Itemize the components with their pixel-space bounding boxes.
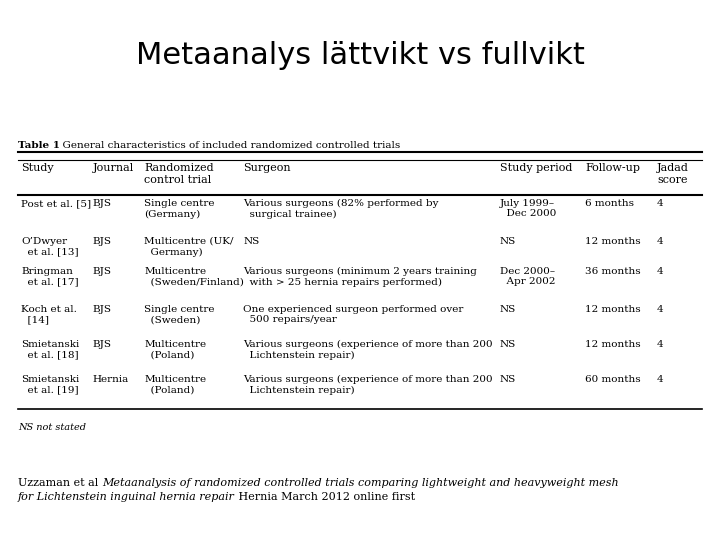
Text: Various surgeons (experience of more than 200
  Lichtenstein repair): Various surgeons (experience of more tha… xyxy=(243,375,493,395)
Text: Randomized
control trial: Randomized control trial xyxy=(144,163,214,185)
Text: NS not stated: NS not stated xyxy=(18,423,86,432)
Text: Various surgeons (82% performed by
  surgical trainee): Various surgeons (82% performed by surgi… xyxy=(243,199,438,219)
Text: NS: NS xyxy=(500,237,516,246)
Text: Dec 2000–
  Apr 2002: Dec 2000– Apr 2002 xyxy=(500,267,555,286)
Text: July 1999–
  Dec 2000: July 1999– Dec 2000 xyxy=(500,199,556,218)
Text: Multicentre
  (Sweden/Finland): Multicentre (Sweden/Finland) xyxy=(144,267,244,286)
Text: NS: NS xyxy=(243,237,259,246)
Text: 12 months: 12 months xyxy=(585,340,641,349)
Text: Multicentre
  (Poland): Multicentre (Poland) xyxy=(144,340,206,360)
Text: Hernia: Hernia xyxy=(93,375,129,384)
Text: BJS: BJS xyxy=(93,237,112,246)
Text: for Lichtenstein inguinal hernia repair: for Lichtenstein inguinal hernia repair xyxy=(18,492,235,502)
Text: Bringman
  et al. [17]: Bringman et al. [17] xyxy=(21,267,78,286)
Text: BJS: BJS xyxy=(93,267,112,276)
Text: Jadad
score: Jadad score xyxy=(657,163,689,185)
Text: BJS: BJS xyxy=(93,340,112,349)
Text: Follow-up: Follow-up xyxy=(585,163,640,173)
Text: Various surgeons (experience of more than 200
  Lichtenstein repair): Various surgeons (experience of more tha… xyxy=(243,340,493,360)
Text: Multicentre
  (Poland): Multicentre (Poland) xyxy=(144,375,206,394)
Text: Multicentre (UK/
  Germany): Multicentre (UK/ Germany) xyxy=(144,237,233,256)
Text: Metaanalysis of randomized controlled trials comparing lightweight and heavyweig: Metaanalysis of randomized controlled tr… xyxy=(102,478,618,488)
Text: 6 months: 6 months xyxy=(585,199,634,208)
Text: 36 months: 36 months xyxy=(585,267,641,276)
Text: Smietanski
  et al. [19]: Smietanski et al. [19] xyxy=(21,375,79,394)
Text: 4: 4 xyxy=(657,237,664,246)
Text: 60 months: 60 months xyxy=(585,375,641,384)
Text: NS: NS xyxy=(500,375,516,384)
Text: Single centre
(Germany): Single centre (Germany) xyxy=(144,199,215,219)
Text: Koch et al.
  [14]: Koch et al. [14] xyxy=(21,305,77,325)
Text: 4: 4 xyxy=(657,375,664,384)
Text: 4: 4 xyxy=(657,305,664,314)
Text: 4: 4 xyxy=(657,199,664,208)
Text: One experienced surgeon performed over
  500 repairs/year: One experienced surgeon performed over 5… xyxy=(243,305,464,325)
Text: Journal: Journal xyxy=(93,163,134,173)
Text: BJS: BJS xyxy=(93,305,112,314)
Text: NS: NS xyxy=(500,305,516,314)
Text: Metaanalys lättvikt vs fullvikt: Metaanalys lättvikt vs fullvikt xyxy=(135,40,585,70)
Text: Smietanski
  et al. [18]: Smietanski et al. [18] xyxy=(21,340,79,360)
Text: Surgeon: Surgeon xyxy=(243,163,291,173)
Text: BJS: BJS xyxy=(93,199,112,208)
Text: Study: Study xyxy=(21,163,53,173)
Text: General characteristics of included randomized controlled trials: General characteristics of included rand… xyxy=(56,141,400,150)
Text: O’Dwyer
  et al. [13]: O’Dwyer et al. [13] xyxy=(21,237,78,256)
Text: Hernia March 2012 online first: Hernia March 2012 online first xyxy=(235,492,415,502)
Text: 4: 4 xyxy=(657,267,664,276)
Text: Various surgeons (minimum 2 years training
  with > 25 hernia repairs performed): Various surgeons (minimum 2 years traini… xyxy=(243,267,477,287)
Text: Post et al. [5]: Post et al. [5] xyxy=(21,199,91,208)
Text: Table 1: Table 1 xyxy=(18,141,60,150)
Text: NS: NS xyxy=(500,340,516,349)
Text: Single centre
  (Sweden): Single centre (Sweden) xyxy=(144,305,215,325)
Text: 4: 4 xyxy=(657,340,664,349)
Text: 12 months: 12 months xyxy=(585,305,641,314)
Text: 12 months: 12 months xyxy=(585,237,641,246)
Text: Study period: Study period xyxy=(500,163,572,173)
Text: Uzzaman et al: Uzzaman et al xyxy=(18,478,102,488)
